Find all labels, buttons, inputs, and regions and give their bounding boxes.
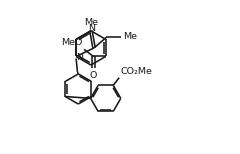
Text: N: N — [76, 53, 83, 62]
Text: N: N — [88, 24, 96, 33]
Text: MeO: MeO — [61, 38, 83, 47]
Text: Me: Me — [84, 18, 98, 27]
Text: O: O — [90, 71, 97, 80]
Text: CO₂Me: CO₂Me — [120, 67, 152, 76]
Text: Me: Me — [123, 32, 137, 41]
